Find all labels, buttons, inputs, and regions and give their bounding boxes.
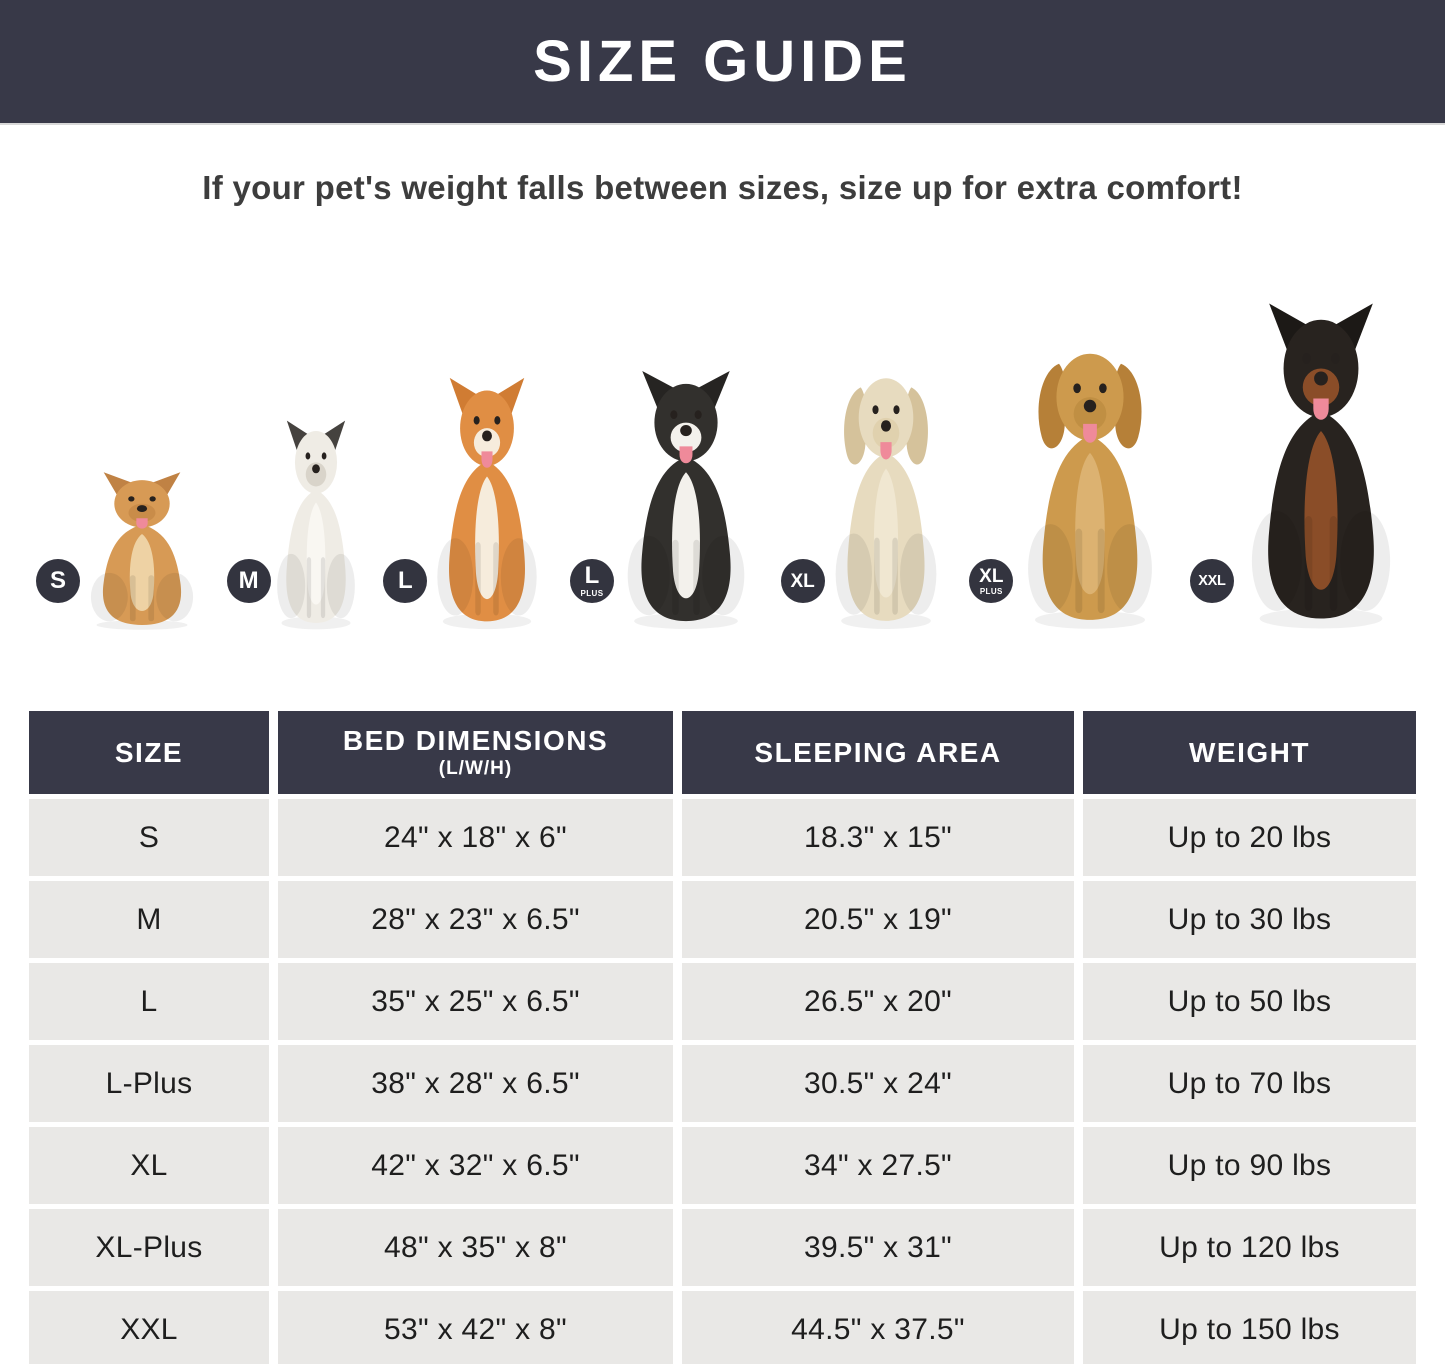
cell-sleeping-area-row-6: 39.5" x 31" xyxy=(682,1209,1074,1286)
dog-border-collie-image xyxy=(627,370,745,630)
sizing-advice-text: If your pet's weight falls between sizes… xyxy=(202,169,1243,206)
cell-size-row-3: L xyxy=(29,963,269,1040)
size-badge-xxl: XXL xyxy=(1189,559,1234,603)
dog-shiba-inu-image xyxy=(437,377,537,630)
cell-bed-dimensions-row-7: 53" x 42" x 8" xyxy=(278,1291,673,1364)
cell-weight-row-5: Up to 90 lbs xyxy=(1083,1127,1416,1204)
cell-sleeping-area-row-7: 44.5" x 37.5" xyxy=(682,1291,1074,1364)
size-badge-s: S xyxy=(36,559,80,603)
cell-bed-dimensions-row-2: 28" x 23" x 6.5" xyxy=(278,881,673,958)
column-header-bed-dimensions-sub: (L/W/H) xyxy=(438,758,513,779)
cell-sleeping-area-row-2: 20.5" x 19" xyxy=(682,881,1074,958)
dog-slot-xl-plus: XL PLUS xyxy=(969,337,1176,631)
dog-slot-s: S xyxy=(36,471,213,631)
size-badge-m: M xyxy=(226,559,271,603)
dog-slot-l: L xyxy=(383,376,556,631)
cell-sleeping-area-row-3: 26.5" x 20" xyxy=(682,963,1074,1040)
size-badge-label: S xyxy=(49,567,66,594)
cell-weight-row-6: Up to 120 lbs xyxy=(1083,1209,1416,1286)
cell-size-row-7: XXL xyxy=(29,1291,269,1364)
dog-slot-xxl: XXL xyxy=(1189,301,1417,631)
size-badge-xl: XL xyxy=(780,559,825,603)
cell-size-row-4: L-Plus xyxy=(29,1045,269,1122)
cell-bed-dimensions-row-1: 24" x 18" x 6" xyxy=(278,799,673,876)
size-badge-sub-label: PLUS xyxy=(580,589,604,598)
cell-weight-row-1: Up to 20 lbs xyxy=(1083,799,1416,876)
cell-bed-dimensions-row-6: 48" x 35" x 8" xyxy=(278,1209,673,1286)
size-badge-label: L xyxy=(584,562,600,589)
column-header-weight: WEIGHT xyxy=(1083,711,1416,794)
size-badge-l: L xyxy=(383,559,428,603)
dog-slot-m: M xyxy=(226,419,370,631)
cell-sleeping-area-row-4: 30.5" x 24" xyxy=(682,1045,1074,1122)
size-badge-label: L xyxy=(397,567,413,594)
dog-labrador-image xyxy=(835,378,937,629)
cell-size-row-2: M xyxy=(29,881,269,958)
column-header-bed-dimensions-label: BED DIMENSIONS xyxy=(342,725,609,756)
cell-weight-row-2: Up to 30 lbs xyxy=(1083,881,1416,958)
dog-pomeranian-image xyxy=(90,472,194,630)
cell-weight-row-7: Up to 150 lbs xyxy=(1083,1291,1416,1364)
page-title: SIZE GUIDE xyxy=(533,29,912,94)
column-header-size: SIZE xyxy=(29,711,269,794)
size-badge-label: XL xyxy=(979,565,1004,587)
dog-golden-retriever-image xyxy=(1028,353,1153,629)
dog-french-bulldog-image xyxy=(276,420,355,630)
size-badge-label: M xyxy=(238,567,259,594)
dogs-row: S M L L PLUS XL XL PLUS XXL xyxy=(0,233,1445,637)
size-badge-sub-label: PLUS xyxy=(979,586,1003,596)
size-badge-label: XXL xyxy=(1198,572,1226,589)
title-bar: SIZE GUIDE xyxy=(0,0,1445,125)
cell-weight-row-3: Up to 50 lbs xyxy=(1083,963,1416,1040)
dog-doberman-image xyxy=(1251,303,1391,629)
cell-size-row-1: S xyxy=(29,799,269,876)
cell-bed-dimensions-row-4: 38" x 28" x 6.5" xyxy=(278,1045,673,1122)
dog-slot-l-plus: L PLUS xyxy=(569,369,767,631)
column-header-bed-dimensions: BED DIMENSIONS (L/W/H) xyxy=(278,711,673,794)
size-badge-l-plus: L PLUS xyxy=(569,559,614,603)
cell-sleeping-area-row-5: 34" x 27.5" xyxy=(682,1127,1074,1204)
cell-bed-dimensions-row-5: 42" x 32" x 6.5" xyxy=(278,1127,673,1204)
size-badge-xl-plus: XL PLUS xyxy=(969,559,1014,603)
cell-bed-dimensions-row-3: 35" x 25" x 6.5" xyxy=(278,963,673,1040)
column-header-sleeping-area: SLEEPING AREA xyxy=(682,711,1074,794)
cell-size-row-6: XL-Plus xyxy=(29,1209,269,1286)
cell-weight-row-4: Up to 70 lbs xyxy=(1083,1045,1416,1122)
cell-sleeping-area-row-1: 18.3" x 15" xyxy=(682,799,1074,876)
size-table: SIZE BED DIMENSIONS (L/W/H) SLEEPING ARE… xyxy=(29,711,1416,1364)
dog-slot-xl: XL xyxy=(780,363,956,631)
cell-size-row-5: XL xyxy=(29,1127,269,1204)
size-badge-label: XL xyxy=(790,570,815,592)
